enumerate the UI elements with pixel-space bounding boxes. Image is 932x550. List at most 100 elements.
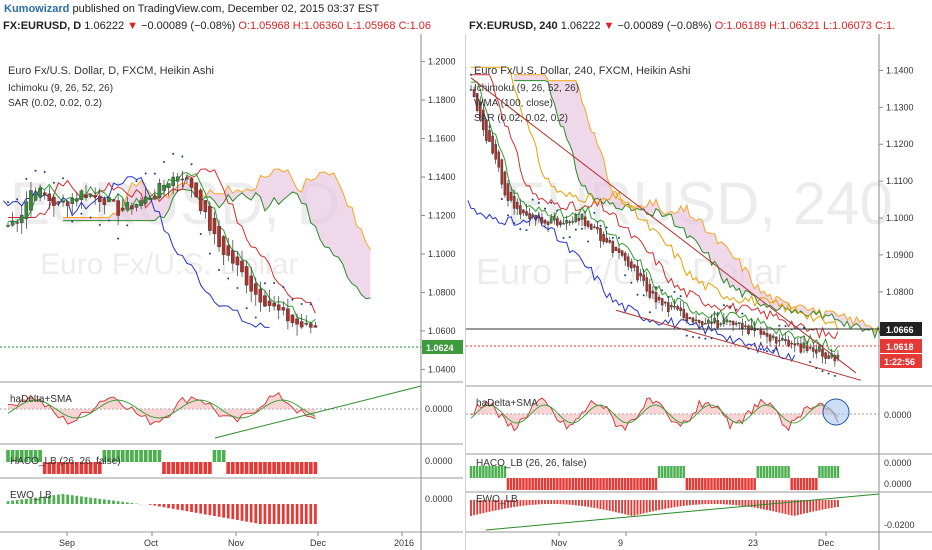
haco-bar [15, 450, 20, 462]
candle-body [19, 214, 24, 223]
price-tick-label: 1.0600 [428, 326, 456, 336]
ewo-bar [799, 500, 802, 515]
candle-body [799, 343, 803, 353]
ewo-bar [213, 504, 216, 516]
haco-bar [249, 462, 254, 474]
haco-bar [29, 450, 33, 462]
ewo-bar [304, 504, 308, 524]
ewo-bar [153, 504, 157, 506]
haco-bar [571, 478, 574, 490]
sar-dot [550, 201, 553, 204]
sar-dot [661, 289, 664, 292]
right-haco-label: HACO_LB (26, 26, false) [476, 458, 587, 469]
published-text: published on TradingView.com, December 0… [72, 3, 380, 15]
ewo-bar [809, 500, 812, 513]
haco-bar [546, 478, 550, 490]
haco-bar [821, 466, 824, 478]
haco-bar [738, 478, 741, 490]
haco-bar [519, 478, 522, 490]
time-axis[interactable]: Sep Oct Nov Dec 2016 [59, 532, 414, 548]
ewo-bar [102, 499, 106, 504]
haco-bar [580, 478, 584, 490]
left-haco-label: HACO_LB (26, 26, false) [10, 456, 121, 467]
haco-bar [673, 466, 676, 478]
ewo-bar [245, 504, 248, 522]
candle-body [88, 194, 93, 197]
h4-chart-svg[interactable]: EURUSD, 240 Euro Fx/U.S. Dollar 1.14001.… [466, 34, 932, 550]
ewo-bar [222, 504, 226, 518]
candle-body [676, 306, 679, 310]
daily-chart-panel[interactable]: FX:EURUSD, D 1.06222 ▼ −0.00089 (−0.08%)… [0, 18, 466, 550]
sar-dot [190, 163, 193, 166]
haco-bar [497, 466, 500, 478]
ewo-bar [658, 500, 661, 511]
ewo-bar [130, 503, 134, 504]
candle-body [299, 321, 304, 328]
haco-bar [778, 466, 781, 478]
sar-dot [513, 222, 516, 225]
author-link[interactable]: Kumowizard [4, 3, 70, 15]
candle-body [577, 218, 581, 221]
left-hadelta-tick: 0.0000 [425, 404, 453, 414]
haco-bar [633, 478, 636, 490]
haco-bar [611, 478, 615, 490]
candle-body [488, 130, 491, 142]
haco-bar [676, 466, 679, 478]
h4-chart-panel[interactable]: FX:EURUSD, 240 1.06222 ▼ −0.00089 (−0.08… [465, 18, 932, 550]
ewo-bar [254, 504, 258, 524]
candle-body [778, 339, 781, 342]
tenkan-line [471, 81, 839, 352]
ewo-bar [167, 504, 170, 508]
sma-line [7, 399, 316, 419]
daily-chart-svg[interactable]: EURUSD, D Euro Fx/U.S. Dollar 1.20001.18… [0, 34, 463, 550]
candle-body [583, 216, 587, 226]
ewo-bar [738, 500, 741, 506]
ewo-bar [812, 500, 815, 512]
haco-bar [759, 466, 763, 478]
haco-bar [833, 466, 837, 478]
candle-body [491, 135, 494, 154]
haco-bar [667, 466, 670, 478]
haco-bar [509, 478, 513, 490]
candle-body [84, 195, 88, 198]
haco-bar [704, 478, 707, 490]
sar-dot [500, 197, 503, 200]
haco-bar [771, 466, 775, 478]
sar-dot [126, 224, 129, 227]
ewo-bar [741, 500, 744, 506]
ewo-bar [84, 497, 88, 504]
ichimoku-cloud [467, 66, 882, 381]
haco-bar [111, 450, 116, 462]
candle-body [805, 345, 809, 352]
sar-dot [309, 303, 312, 306]
tenkan-line [8, 172, 316, 324]
left-symbol: FX:EURUSD, D [3, 20, 82, 32]
price-axis[interactable]: 1.2000 1.1800 1.1600 1.1400 1.1200 1.1000 1.08… [421, 57, 456, 375]
sar-dot [525, 229, 528, 232]
haco-bar [608, 478, 611, 490]
candle-body [231, 250, 235, 264]
ewo-bar [559, 500, 562, 505]
ewo-bar [494, 500, 497, 511]
time-tick-label: Oct [144, 538, 159, 548]
kijun-line [8, 168, 316, 314]
candle-body [574, 214, 578, 222]
ewo-bar [679, 500, 682, 507]
ewo-bar [550, 500, 553, 505]
ewo-bar [642, 500, 645, 514]
haco-bar [93, 462, 98, 474]
sar-dot [236, 287, 239, 290]
candle-body [475, 92, 479, 111]
candle-body [636, 265, 639, 281]
candle-body [472, 89, 476, 98]
haco-bar [494, 466, 497, 478]
time-axis[interactable]: Nov 9 23 Dec [551, 532, 835, 548]
candle-body [120, 207, 125, 211]
haco-bar [185, 462, 189, 474]
candle-body [38, 187, 42, 198]
publish-header: Kumowizard published on TradingView.com,… [0, 0, 932, 18]
ewo-bar [710, 500, 713, 505]
haco-bar [272, 462, 276, 474]
right-chart-title: Euro Fx/U.S. Dollar, 240, FXCM, Heikin A… [474, 65, 690, 77]
candle-body [734, 322, 738, 325]
